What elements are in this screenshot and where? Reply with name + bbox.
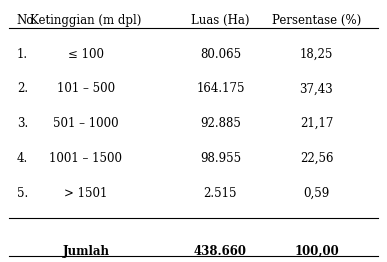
Text: Luas (Ha): Luas (Ha): [191, 14, 250, 27]
Text: 101 – 500: 101 – 500: [57, 83, 115, 95]
Text: > 1501: > 1501: [64, 187, 108, 200]
Text: 1001 – 1500: 1001 – 1500: [50, 152, 122, 165]
Text: Jumlah: Jumlah: [62, 244, 110, 258]
Text: 0,59: 0,59: [303, 187, 330, 200]
Text: 438.660: 438.660: [194, 244, 247, 258]
Text: ≤ 100: ≤ 100: [68, 48, 104, 61]
Text: 4.: 4.: [17, 152, 28, 165]
Text: No.: No.: [17, 14, 38, 27]
Text: 98.955: 98.955: [200, 152, 241, 165]
Text: 1.: 1.: [17, 48, 28, 61]
Text: 22,56: 22,56: [300, 152, 333, 165]
Text: 18,25: 18,25: [300, 48, 333, 61]
Text: Ketinggian (m dpl): Ketinggian (m dpl): [30, 14, 142, 27]
Text: 5.: 5.: [17, 187, 28, 200]
Text: 80.065: 80.065: [200, 48, 241, 61]
Text: 2.: 2.: [17, 83, 28, 95]
Text: 37,43: 37,43: [300, 83, 333, 95]
Text: 100,00: 100,00: [294, 244, 339, 258]
Text: Persentase (%): Persentase (%): [272, 14, 361, 27]
Text: 21,17: 21,17: [300, 117, 333, 130]
Text: 2.515: 2.515: [204, 187, 237, 200]
Text: 3.: 3.: [17, 117, 28, 130]
Text: 92.885: 92.885: [200, 117, 241, 130]
Text: 164.175: 164.175: [196, 83, 245, 95]
Text: 501 – 1000: 501 – 1000: [53, 117, 119, 130]
